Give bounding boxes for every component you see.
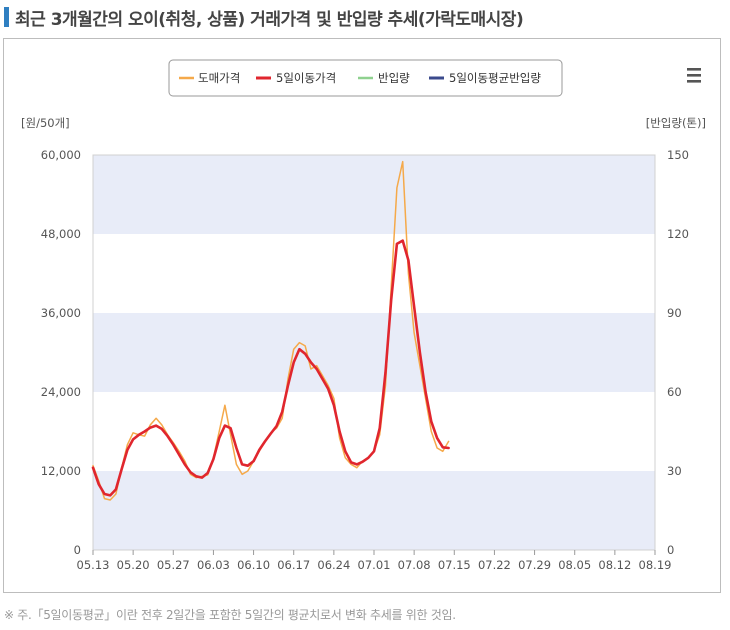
legend-item-wholesale[interactable]: 도매가격 bbox=[179, 71, 240, 85]
y-right-tick-label: 120 bbox=[667, 227, 689, 241]
legend: 도매가격 5일이동가격 반입량 5일이동평균반입량 bbox=[168, 59, 563, 97]
footnote: ※ 주.「5일이동평균」이란 전후 2일간을 포함한 5일간의 평균치로서 변화… bbox=[4, 608, 456, 622]
x-tick-label: 05.27 bbox=[157, 558, 190, 572]
x-tick-label: 07.15 bbox=[438, 558, 471, 572]
page-title: 최근 3개월간의 오이(취청, 상품) 거래가격 및 반입량 추세(가락도매시장… bbox=[15, 9, 524, 30]
x-tick-label: 06.17 bbox=[277, 558, 310, 572]
y-right-axis-label: [반입량(톤)] bbox=[646, 116, 706, 130]
legend-label-moving-arrival: 5일이동평균반입량 bbox=[449, 71, 541, 85]
series-moving-price-line bbox=[91, 239, 450, 497]
y-left-axis-label: [원/50개] bbox=[21, 116, 70, 130]
legend-item-arrival[interactable]: 반입량 bbox=[358, 71, 410, 85]
chart-svg: 0 12,000 24,000 36,000 48,000 60,000 0 30 60 90 1… bbox=[21, 59, 706, 572]
plot-band bbox=[93, 471, 655, 550]
plot-bands bbox=[93, 155, 655, 550]
x-tick-label: 06.10 bbox=[237, 558, 270, 572]
x-tick-label: 08.05 bbox=[558, 558, 591, 572]
x-tick-label: 05.20 bbox=[117, 558, 150, 572]
x-tick-label: 07.01 bbox=[358, 558, 391, 572]
y-left-tick-label: 12,000 bbox=[41, 464, 81, 478]
x-tick-label: 08.12 bbox=[598, 558, 631, 572]
legend-label-wholesale: 도매가격 bbox=[198, 71, 240, 85]
x-axis: 05.13 05.20 05.27 06.03 06.10 06.17 06.24 07.01… bbox=[77, 550, 672, 572]
x-tick-label: 07.22 bbox=[478, 558, 511, 572]
x-tick-label: 07.29 bbox=[518, 558, 551, 572]
x-tick-label: 06.03 bbox=[197, 558, 230, 572]
y-axis-right: 0 30 60 90 120 150 bbox=[667, 148, 689, 557]
y-right-tick-label: 0 bbox=[667, 543, 674, 557]
legend-item-moving-arrival[interactable]: 5일이동평균반입량 bbox=[429, 71, 541, 85]
y-left-tick-label: 60,000 bbox=[41, 148, 81, 162]
y-axis-left: 0 12,000 24,000 36,000 48,000 60,000 bbox=[41, 148, 81, 557]
y-right-tick-label: 90 bbox=[667, 306, 682, 320]
plot-band bbox=[93, 313, 655, 392]
title-row: 최근 3개월간의 오이(취청, 상품) 거래가격 및 반입량 추세(가락도매시장… bbox=[4, 4, 524, 30]
series-lines bbox=[91, 160, 450, 501]
y-right-tick-label: 30 bbox=[667, 464, 682, 478]
x-tick-label: 07.08 bbox=[398, 558, 431, 572]
y-left-tick-label: 36,000 bbox=[41, 306, 81, 320]
y-left-tick-label: 24,000 bbox=[41, 385, 81, 399]
y-left-tick-label: 48,000 bbox=[41, 227, 81, 241]
y-right-tick-label: 150 bbox=[667, 148, 689, 162]
plot-band bbox=[93, 155, 655, 234]
hamburger-menu-icon[interactable] bbox=[687, 68, 701, 83]
y-left-tick-label: 0 bbox=[74, 543, 81, 557]
legend-label-arrival: 반입량 bbox=[378, 71, 410, 85]
y-right-tick-label: 60 bbox=[667, 385, 682, 399]
chart-container: 0 12,000 24,000 36,000 48,000 60,000 0 30 60 90 1… bbox=[3, 38, 721, 593]
legend-label-moving-price: 5일이동가격 bbox=[276, 71, 336, 85]
legend-item-moving-price[interactable]: 5일이동가격 bbox=[256, 71, 336, 85]
x-tick-label: 08.19 bbox=[639, 558, 672, 572]
x-tick-label: 06.24 bbox=[317, 558, 350, 572]
x-tick-label: 05.13 bbox=[77, 558, 110, 572]
title-accent-bar bbox=[4, 7, 9, 27]
